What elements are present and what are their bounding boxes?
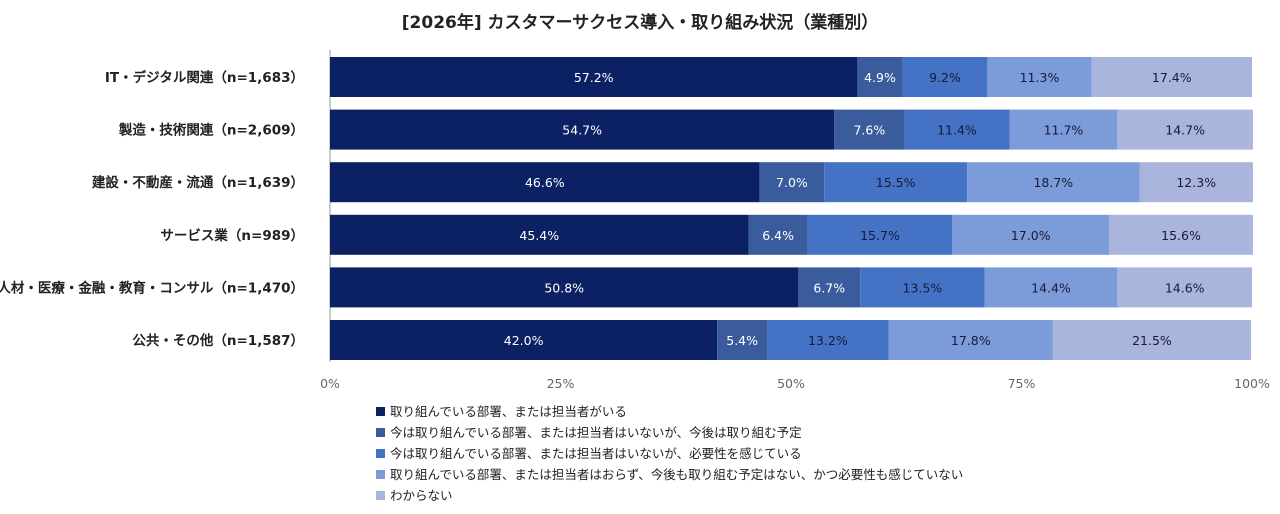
x-tick-label: 75%: [1008, 376, 1036, 391]
legend-label: 取り組んでいる部署、または担当者はおらず、今後も取り組む予定はない、かつ必要性も…: [390, 467, 964, 482]
data-label: 11.3%: [1020, 70, 1060, 85]
data-label: 42.0%: [504, 333, 544, 348]
x-tick-label: 100%: [1234, 376, 1270, 391]
data-label: 15.5%: [876, 175, 916, 190]
legend-item: 取り組んでいる部署、または担当者はおらず、今後も取り組む予定はない、かつ必要性も…: [376, 464, 963, 485]
data-label: 5.4%: [726, 333, 758, 348]
legend-item: 今は取り組んでいる部署、または担当者はいないが、今後は取り組む予定: [376, 422, 963, 443]
bar-segment: [330, 162, 760, 203]
bar-segment: [1117, 109, 1253, 150]
bar-segment: [967, 162, 1140, 203]
bar-segment: [330, 320, 718, 360]
category-label: 公共・その他（n=1,587）: [132, 332, 304, 349]
legend-label: 取り組んでいる部署、または担当者がいる: [390, 404, 627, 419]
data-label: 17.4%: [1152, 70, 1192, 85]
bar-segment: [798, 267, 861, 308]
data-label: 14.7%: [1165, 123, 1205, 138]
bar-segment: [1091, 57, 1252, 97]
legend: 取り組んでいる部署、または担当者がいる今は取り組んでいる部署、または担当者はいな…: [376, 401, 963, 506]
data-label: 13.2%: [808, 333, 848, 348]
legend-swatch: [376, 470, 385, 479]
category-label: IT・デジタル関連（n=1,683）: [105, 69, 304, 86]
x-tick-label: 0%: [320, 376, 340, 391]
bar-segment: [984, 267, 1118, 308]
data-label: 15.6%: [1161, 228, 1201, 243]
bar-segment: [824, 162, 968, 203]
x-tick-label: 50%: [777, 376, 805, 391]
category-label: 製造・技術関連（n=2,609）: [118, 122, 304, 139]
bar-segment: [834, 109, 905, 150]
legend-label: 今は取り組んでいる部署、または担当者はいないが、今後は取り組む予定: [390, 425, 802, 440]
bar-segment: [807, 214, 953, 255]
data-label: 14.4%: [1031, 280, 1071, 295]
legend-item: 取り組んでいる部署、または担当者がいる: [376, 401, 963, 422]
legend-label: 今は取り組んでいる部署、または担当者はいないが、必要性を感じている: [390, 446, 802, 461]
data-label: 45.4%: [519, 228, 559, 243]
bar-segment: [1109, 214, 1253, 255]
chart-title: [2026年] カスタマーサクセス導入・取り組み状況（業種別）: [401, 13, 879, 33]
data-label: 7.0%: [776, 175, 808, 190]
bar-segment: [717, 320, 768, 360]
bar-segment: [860, 267, 985, 308]
data-label: 54.7%: [562, 123, 602, 138]
bar-segment: [902, 57, 988, 97]
data-label: 6.4%: [762, 228, 794, 243]
bar-segment: [1052, 320, 1252, 360]
bar-segment: [330, 267, 799, 308]
bar-segment: [748, 214, 808, 255]
bar-segment: [857, 57, 903, 97]
data-label: 57.2%: [574, 70, 614, 85]
bar-segment: [759, 162, 825, 203]
category-label: 建設・不動産・流通（n=1,639）: [91, 174, 304, 191]
bar-segment: [952, 214, 1110, 255]
x-tick-label: 25%: [547, 376, 575, 391]
stacked-bar-chart: IT・デジタル関連（n=1,683） 57.2% 4.9% 9.2% 11.3% 17.4…: [0, 50, 1270, 391]
bar-segment: [767, 320, 889, 360]
bar-segment: [330, 214, 749, 255]
bar-segment: [330, 109, 835, 150]
data-label: 7.6%: [853, 123, 885, 138]
data-label: 50.8%: [544, 280, 584, 295]
bar-segment: [1009, 109, 1118, 150]
bar-segment: [1117, 267, 1252, 308]
data-label: 4.9%: [864, 70, 896, 85]
data-label: 11.7%: [1044, 123, 1084, 138]
legend-item: わからない: [376, 485, 963, 506]
legend-swatch: [376, 428, 385, 437]
legend-swatch: [376, 407, 385, 416]
bar-segment: [888, 320, 1053, 360]
data-label: 18.7%: [1033, 175, 1073, 190]
data-label: 6.7%: [813, 280, 845, 295]
bar-segment: [904, 109, 1010, 150]
bar-segment: [987, 57, 1092, 97]
data-label: 13.5%: [903, 280, 943, 295]
category-label: サービス業（n=989）: [160, 227, 304, 244]
legend-label: わからない: [390, 488, 453, 503]
data-label: 21.5%: [1132, 333, 1172, 348]
legend-swatch: [376, 491, 385, 500]
legend-item: 今は取り組んでいる部署、または担当者はいないが、必要性を感じている: [376, 443, 963, 464]
data-label: 9.2%: [929, 70, 961, 85]
data-label: 12.3%: [1176, 175, 1216, 190]
data-label: 11.4%: [937, 123, 977, 138]
legend-swatch: [376, 449, 385, 458]
bar-segment: [1139, 162, 1253, 203]
bar-segment: [330, 57, 858, 97]
data-label: 46.6%: [525, 175, 565, 190]
data-label: 17.0%: [1011, 228, 1051, 243]
category-label: 人材・医療・金融・教育・コンサル（n=1,470）: [0, 279, 304, 296]
data-label: 17.8%: [951, 333, 991, 348]
data-label: 14.6%: [1165, 280, 1205, 295]
data-label: 15.7%: [860, 228, 900, 243]
